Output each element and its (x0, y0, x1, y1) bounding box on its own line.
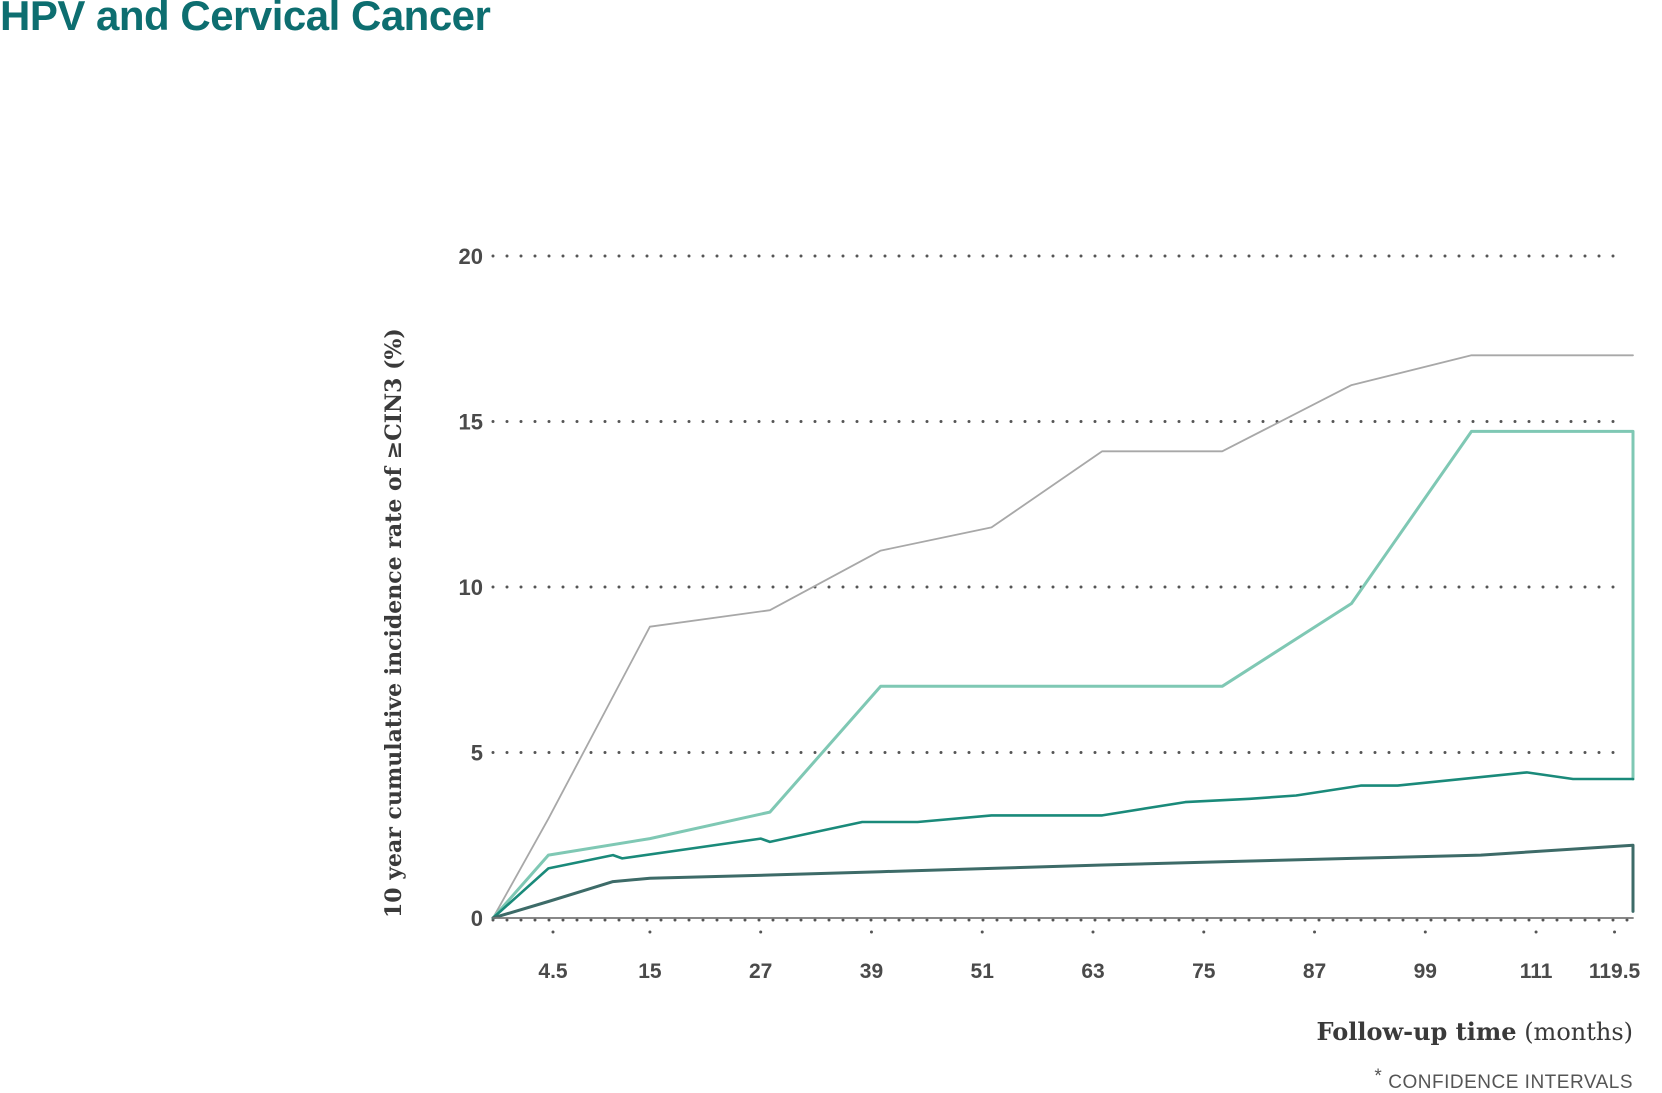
series-line-lower-ci (491, 843, 1635, 920)
y-tick-label: 15 (459, 410, 483, 435)
page-title: HPV and Cervical Cancer (0, 0, 491, 39)
x-tick-label: 75 (1192, 960, 1216, 983)
x-tick-label: 119.5 (1589, 960, 1641, 983)
y-tick-label: 20 (459, 244, 483, 269)
y-tick-label: 5 (471, 741, 483, 766)
x-tick-label: 15 (638, 960, 662, 983)
series-group (491, 354, 1635, 920)
x-tick-label: 39 (860, 960, 883, 983)
x-tick-label: 4.5 (538, 960, 568, 983)
x-axis-label: Follow-up time (months) (1317, 1017, 1634, 1046)
footnote-text: CONFIDENCE INTERVALS (1388, 1072, 1633, 1093)
x-axis-label-unit: (months) (1517, 1018, 1633, 1046)
y-tick-label: 0 (471, 906, 483, 931)
x-axis: 4.5 15 27 39 51 63 75 87 99 111 119.5 (538, 930, 1641, 983)
y-axis-label: 10 year cumulative incidence rate of ≥CI… (381, 328, 407, 918)
x-tick-label: 99 (1414, 960, 1437, 983)
series-line-upper-ci-teal (491, 429, 1635, 920)
x-tick-label: 51 (971, 960, 995, 983)
series-line-upper-ci-grey (492, 354, 1634, 919)
series-line-estimate (491, 771, 1635, 920)
y-tick-label: 10 (459, 575, 483, 600)
x-tick-label: 63 (1081, 960, 1104, 983)
grid-lines (491, 254, 1635, 922)
x-tick-label: 87 (1303, 960, 1326, 983)
footnote-mark: * (1374, 1066, 1382, 1087)
x-tick-label: 111 (1520, 960, 1553, 983)
x-axis-label-main: Follow-up time (1317, 1017, 1517, 1046)
x-tick-label: 27 (749, 960, 772, 983)
footnote: * CONFIDENCE INTERVALS (1374, 1066, 1633, 1093)
y-axis: 0 5 10 15 20 (459, 244, 483, 931)
